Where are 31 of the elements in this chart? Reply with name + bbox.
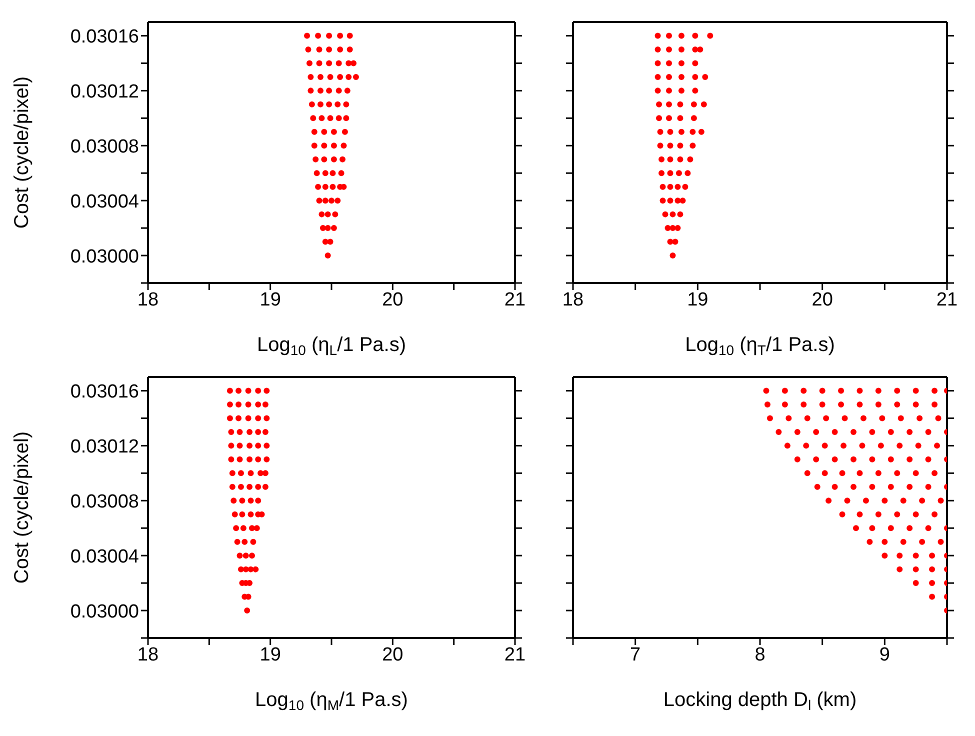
x-tick-label: 18 xyxy=(137,644,159,666)
x-tick-label: 19 xyxy=(260,289,281,310)
x-tick-label: 19 xyxy=(687,289,708,310)
x-axis-title: Log$_{10}$ (η$_{M}$/1 Pa.s) xyxy=(255,689,408,712)
x-tick-label: 20 xyxy=(382,644,404,666)
y-tick-label: 0.03016 xyxy=(70,26,139,48)
y-tick-label: 0.03012 xyxy=(70,436,139,458)
y-tick-label: 0.03008 xyxy=(70,136,139,158)
x-tick-label: 19 xyxy=(260,644,281,666)
y-tick-label: 0.03000 xyxy=(70,246,139,268)
y-tick-label: 0.03012 xyxy=(70,81,139,102)
x-axis-title: Locking depth D$_{l}$ (km) xyxy=(663,689,857,712)
x-tick-label: 18 xyxy=(562,289,584,310)
x-tick-label: 9 xyxy=(879,644,890,666)
x-tick-label: 21 xyxy=(936,289,958,310)
y-tick-label: 0.03016 xyxy=(70,381,139,402)
y-tick-label: 0.03000 xyxy=(70,601,139,622)
y-tick-label: 0.03008 xyxy=(70,491,139,512)
y-tick-label: 0.03004 xyxy=(70,191,140,212)
x-tick-label: 7 xyxy=(630,644,641,666)
x-tick-label: 18 xyxy=(137,289,159,310)
x-tick-label: 21 xyxy=(504,644,526,666)
x-tick-label: 8 xyxy=(754,644,766,666)
x-tick-label: 20 xyxy=(382,289,404,310)
y-tick-label: 0.03004 xyxy=(70,546,140,568)
x-axis-title: Log$_{10}$ (η$_{T}$/1 Pa.s) xyxy=(685,334,835,358)
x-axis-title: Log$_{10}$ (η$_{L}$/1 Pa.s) xyxy=(256,334,406,358)
y-axis-title: Cost (cycle/pixel) xyxy=(11,76,33,229)
x-tick-label: 20 xyxy=(812,289,833,310)
y-axis-title: Cost (cycle/pixel) xyxy=(11,431,33,584)
x-tick-label: 21 xyxy=(504,289,526,310)
